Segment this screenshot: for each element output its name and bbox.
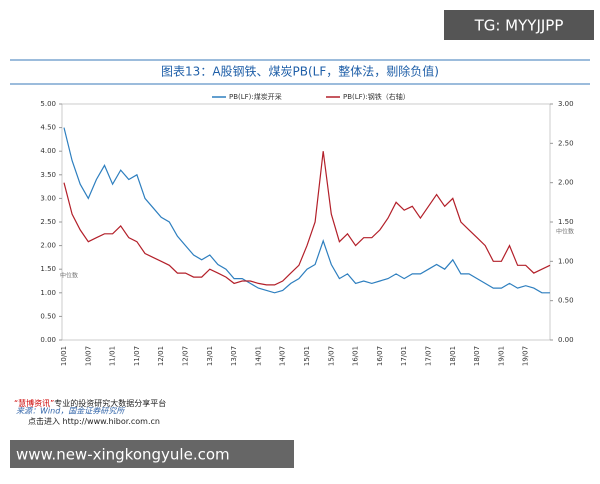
series-line <box>63 151 551 286</box>
y2-tick-label: 1.00 <box>558 257 574 265</box>
footer-line: “慧博资讯”专业的投资研究大数据分享平台 <box>14 398 166 408</box>
x-tick-label: 17/01 <box>400 346 408 366</box>
x-tick-label: 13/01 <box>206 346 214 366</box>
chart-title: 图表13：A股钢铁、煤炭PB(LF，整体法，剔除负值) <box>161 64 439 79</box>
brand: “慧博资讯” <box>14 398 54 408</box>
x-tick-label: 13/07 <box>230 346 238 366</box>
banner-box <box>10 440 294 468</box>
x-tick-label: 19/07 <box>522 346 530 366</box>
y-tick-label: 0.00 <box>40 336 56 344</box>
legend-label: PB(LF):煤炭开采 <box>229 92 282 101</box>
link-prefix: 点击进入 <box>28 416 60 426</box>
x-tick-label: 17/07 <box>425 346 433 366</box>
x-tick-label: 14/07 <box>279 346 287 366</box>
x-tick-label: 12/07 <box>182 346 190 366</box>
x-tick-label: 19/01 <box>497 346 505 366</box>
banner: www.new-xingkongyule.com <box>16 446 230 464</box>
watermark-box <box>444 10 594 40</box>
x-tick-label: 15/07 <box>327 346 335 366</box>
y-tick-label: 2.00 <box>40 242 56 250</box>
y2-tick-label: 0.00 <box>558 336 574 344</box>
y-tick-label: 1.50 <box>40 265 56 273</box>
x-tick-label: 10/01 <box>60 346 68 366</box>
y-tick-label: 2.50 <box>40 218 56 226</box>
slogan: 专业的投资研究大数据分享平台 <box>54 398 166 408</box>
y-tick-label: 3.50 <box>40 171 56 179</box>
x-tick-label: 15/01 <box>303 346 311 366</box>
source: 来源：Wind，国金证券研究所 <box>16 407 126 416</box>
x-tick-label: 18/07 <box>473 346 481 366</box>
y-tick-label: 1.00 <box>40 289 56 297</box>
x-tick-label: 11/01 <box>109 346 117 366</box>
plot-frame <box>61 103 551 341</box>
watermark: TG: MYYJJPP <box>474 17 564 35</box>
x-tick-label: 16/01 <box>352 346 360 366</box>
x-tick-label: 10/07 <box>84 346 92 366</box>
series-line <box>63 127 550 294</box>
y2-tick-label: 1.50 <box>558 218 574 226</box>
annotation: 中位数 <box>556 228 574 236</box>
link[interactable]: http://www.hibor.com.cn <box>63 417 160 426</box>
y2-tick-label: 0.50 <box>558 297 574 305</box>
y-tick-label: 5.00 <box>40 100 56 108</box>
x-tick-label: 14/01 <box>254 346 262 366</box>
footer-line: 点击进入 http://www.hibor.com.cn <box>28 416 160 426</box>
y-tick-label: 4.50 <box>40 124 56 132</box>
y2-tick-label: 3.00 <box>558 100 574 108</box>
y2-tick-label: 2.00 <box>558 179 574 187</box>
x-tick-label: 11/07 <box>133 346 141 366</box>
legend-label: PB(LF):钢铁（右轴） <box>343 92 410 101</box>
y-tick-label: 4.00 <box>40 147 56 155</box>
y-tick-label: 0.50 <box>40 312 56 320</box>
x-tick-label: 16/07 <box>376 346 384 366</box>
x-tick-label: 12/01 <box>157 346 165 366</box>
y2-tick-label: 2.50 <box>558 139 574 147</box>
annotation: 中位数 <box>60 272 78 280</box>
x-tick-label: 18/01 <box>449 346 457 366</box>
y-tick-label: 3.00 <box>40 194 56 202</box>
